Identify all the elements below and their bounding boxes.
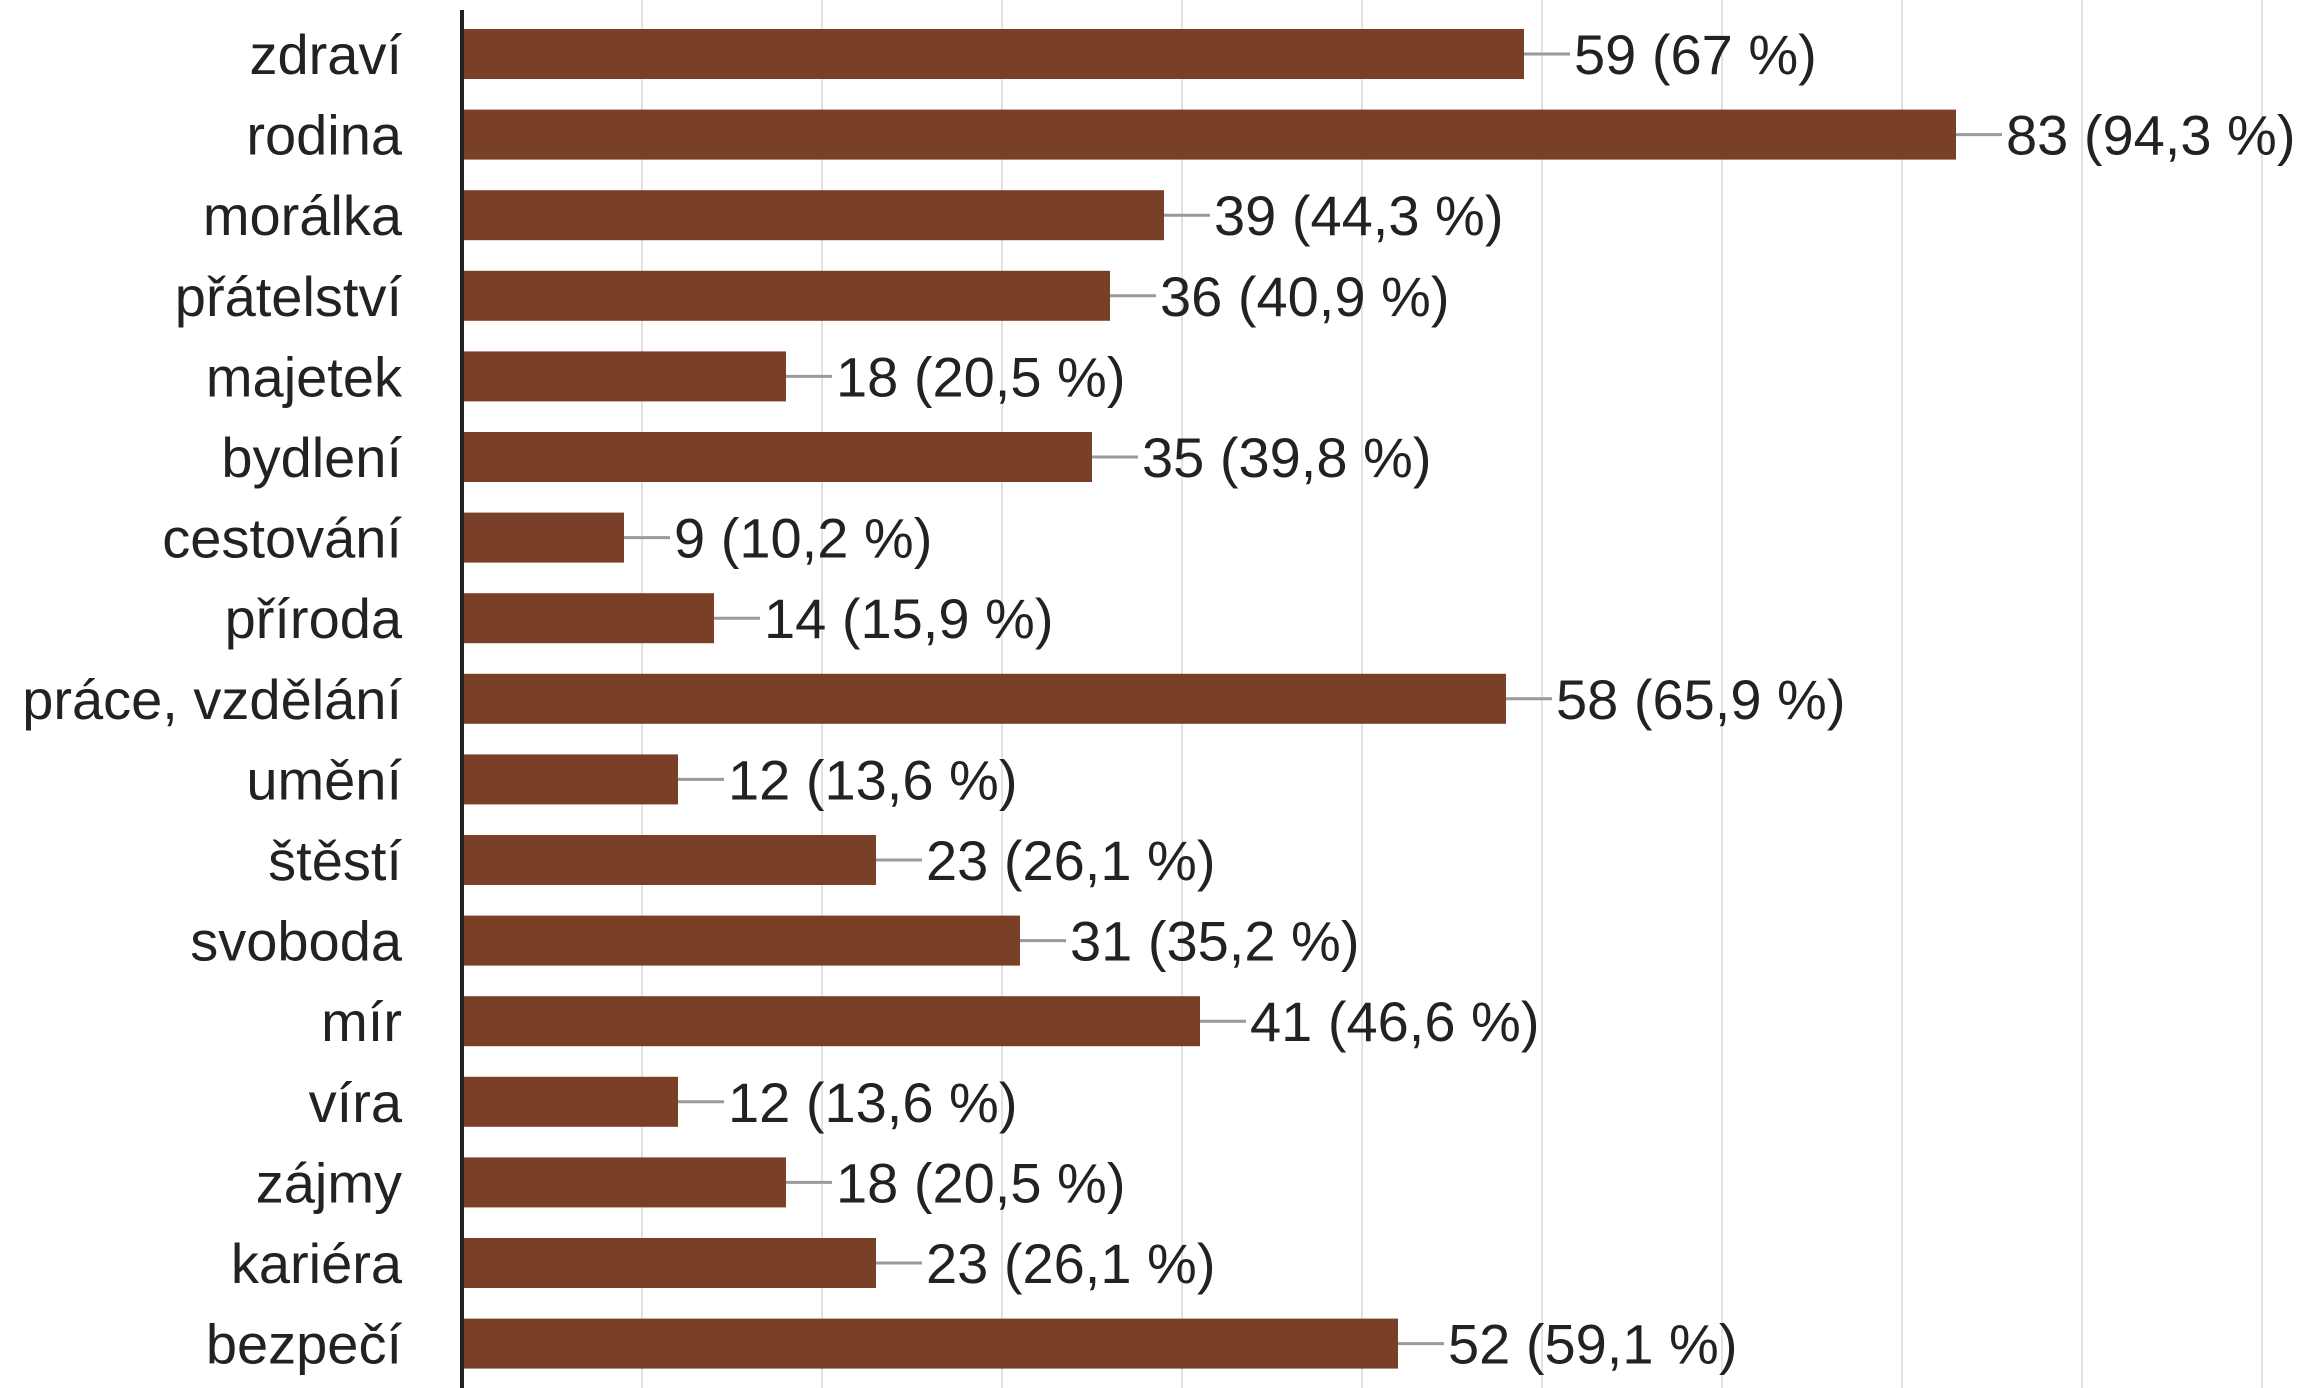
data-label: 18 (20,5 %) bbox=[836, 345, 1126, 408]
bar bbox=[462, 109, 1956, 160]
bar bbox=[462, 512, 624, 563]
data-label: 23 (26,1 %) bbox=[926, 829, 1216, 892]
data-label: 41 (46,6 %) bbox=[1250, 990, 1540, 1053]
data-label: 23 (26,1 %) bbox=[926, 1232, 1216, 1295]
data-label: 83 (94,3 %) bbox=[2006, 104, 2296, 167]
bar bbox=[462, 1238, 876, 1288]
bar bbox=[462, 1157, 786, 1208]
bar bbox=[462, 835, 876, 885]
category-label: cestování bbox=[162, 507, 402, 570]
category-label: práce, vzdělání bbox=[22, 668, 402, 731]
bar bbox=[462, 1318, 1398, 1369]
category-label: zájmy bbox=[256, 1151, 402, 1214]
category-label: svoboda bbox=[190, 910, 403, 973]
bars bbox=[462, 29, 1956, 1369]
data-label: 36 (40,9 %) bbox=[1160, 265, 1450, 328]
bar bbox=[462, 673, 1506, 724]
bar bbox=[462, 29, 1524, 79]
category-label: majetek bbox=[206, 345, 403, 408]
bar bbox=[462, 351, 786, 402]
bar bbox=[462, 996, 1200, 1047]
category-labels: zdraví rodina morálka přátelství majetek bydl… bbox=[22, 23, 403, 1376]
bar bbox=[462, 432, 1092, 482]
category-label: mír bbox=[321, 990, 402, 1053]
category-label: bydlení bbox=[221, 426, 402, 489]
category-label: příroda bbox=[225, 587, 403, 650]
bar bbox=[462, 915, 1020, 966]
data-label: 39 (44,3 %) bbox=[1214, 184, 1504, 247]
data-label: 9 (10,2 %) bbox=[674, 507, 932, 570]
bar bbox=[462, 1076, 678, 1127]
data-label: 18 (20,5 %) bbox=[836, 1151, 1126, 1214]
category-label: štěstí bbox=[268, 829, 402, 892]
data-label: 31 (35,2 %) bbox=[1070, 910, 1360, 973]
category-label: umění bbox=[246, 748, 402, 811]
category-label: rodina bbox=[246, 104, 403, 167]
category-label: přátelství bbox=[175, 265, 403, 328]
category-label: bezpečí bbox=[206, 1313, 403, 1376]
leader-lines bbox=[624, 52, 2002, 1346]
data-label: 52 (59,1 %) bbox=[1448, 1313, 1738, 1376]
value-labels: 59 (67 %) 83 (94,3 %) 39 (44,3 %) 36 (40,9 … bbox=[674, 23, 2296, 1376]
data-label: 35 (39,8 %) bbox=[1142, 426, 1432, 489]
data-label: 12 (13,6 %) bbox=[728, 1071, 1018, 1134]
bar bbox=[462, 270, 1110, 321]
data-label: 12 (13,6 %) bbox=[728, 748, 1018, 811]
data-label: 59 (67 %) bbox=[1574, 23, 1817, 86]
category-label: kariéra bbox=[231, 1232, 403, 1295]
data-label: 14 (15,9 %) bbox=[764, 587, 1054, 650]
bar bbox=[462, 190, 1164, 241]
category-label: zdraví bbox=[250, 23, 403, 86]
bar bbox=[462, 754, 678, 805]
bar bbox=[462, 593, 714, 644]
category-label: víra bbox=[309, 1071, 403, 1134]
data-label: 58 (65,9 %) bbox=[1556, 668, 1846, 731]
category-label: morálka bbox=[203, 184, 403, 247]
